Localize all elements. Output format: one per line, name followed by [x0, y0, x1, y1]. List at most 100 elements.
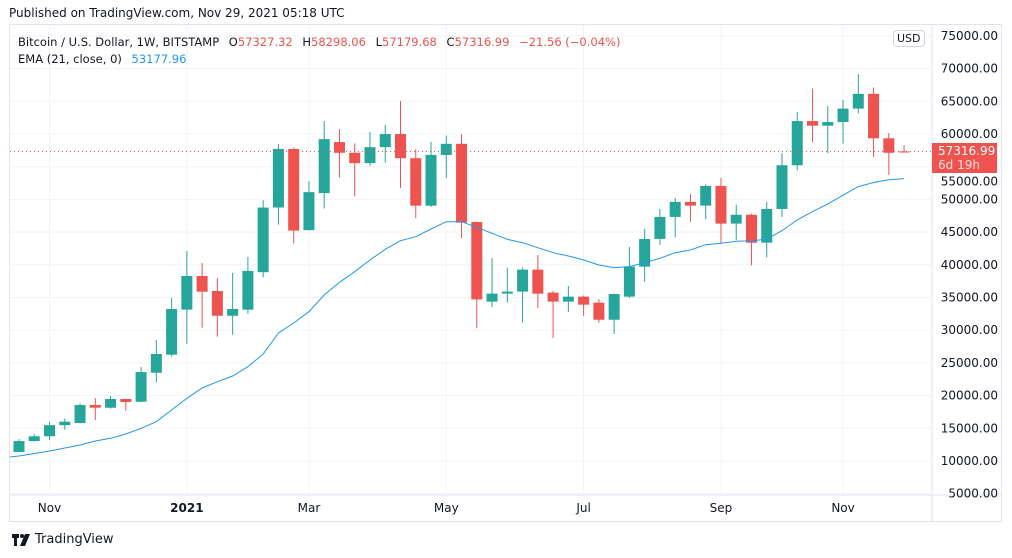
candle-body	[74, 405, 86, 424]
time-tick-label: Nov	[831, 501, 854, 515]
candle-body	[135, 372, 147, 402]
candle-up	[700, 184, 712, 220]
candle-up	[227, 272, 239, 335]
candle-up	[654, 208, 666, 245]
brand-name: TradingView	[35, 532, 114, 547]
candle-up	[852, 74, 864, 114]
candle-body	[257, 207, 269, 273]
last-price-value: 57316.99	[938, 143, 996, 158]
ema-line	[9, 178, 905, 458]
candle-body	[684, 201, 696, 206]
candle-down	[868, 87, 880, 157]
candle-body	[272, 148, 284, 208]
candle-body	[44, 425, 56, 437]
candle-up	[761, 201, 773, 258]
ema-legend[interactable]: EMA (21, close, 0) 53177.96	[18, 52, 186, 66]
price-tick-label: 20000.00	[941, 389, 998, 403]
candle-body	[166, 309, 178, 355]
candle-down	[456, 134, 468, 239]
candle-up	[181, 251, 193, 344]
time-tick-label: May	[434, 501, 459, 515]
symbol-legend: Bitcoin / U.S. Dollar, 1W, BITSTAMP O573…	[18, 35, 620, 49]
candle-up	[623, 247, 635, 299]
candle-body	[89, 405, 101, 408]
candle-up	[44, 421, 56, 441]
candle-body	[288, 148, 300, 231]
candle-body	[730, 214, 742, 224]
open-label: O	[228, 35, 238, 49]
candle-body	[425, 154, 437, 206]
time-tick-label: Jul	[575, 501, 590, 515]
low-value: 57179.68	[382, 35, 437, 49]
price-tick-label: 25000.00	[941, 356, 998, 370]
time-axis: Nov 2021 Mar May Jul Sep Nov	[38, 501, 855, 515]
candle-body	[715, 185, 727, 224]
change-value: −21.56 (−0.04%)	[519, 35, 621, 49]
candle-down	[211, 278, 223, 337]
candle-body	[333, 142, 345, 153]
candle-body	[822, 122, 834, 126]
symbol-title: Bitcoin / U.S. Dollar, 1W, BITSTAMP	[18, 35, 220, 49]
candle-up	[440, 135, 452, 179]
candle-body	[700, 185, 712, 206]
high-value: 58298.06	[311, 35, 366, 49]
currency-badge[interactable]: USD	[893, 30, 925, 47]
close-label: C	[446, 35, 455, 49]
candle-up	[379, 124, 391, 163]
candle-down	[547, 290, 559, 338]
open-value: 57327.32	[237, 35, 293, 49]
candle-body	[395, 134, 406, 159]
candle-up	[822, 106, 834, 154]
time-tick-label: 2021	[170, 501, 203, 515]
candle-up	[837, 100, 849, 144]
price-tick-label: 60000.00	[941, 127, 998, 141]
ema-label: EMA (21, close, 0)	[18, 52, 122, 66]
time-tick-label: Sep	[710, 501, 733, 515]
candle-up	[59, 418, 71, 430]
candle-up	[517, 267, 529, 323]
candle-body	[59, 421, 71, 426]
bar-countdown: 6d 19h	[938, 157, 980, 172]
candle-up	[242, 257, 254, 314]
candle-up	[105, 395, 117, 409]
candle-up	[74, 403, 86, 424]
price-tick-label: 65000.00	[941, 94, 998, 108]
candle-body	[440, 143, 452, 155]
close-value: 57316.99	[454, 35, 510, 49]
candle-body	[364, 147, 376, 164]
candle-up	[13, 439, 25, 452]
candle-up	[639, 229, 651, 282]
candle-body	[410, 158, 422, 206]
candle-body	[120, 399, 132, 403]
candle-body	[608, 294, 620, 320]
ema-value: 53177.96	[131, 52, 187, 66]
candle-down	[898, 145, 910, 153]
candle-down	[593, 299, 605, 323]
candle-up	[562, 285, 574, 312]
candle-up	[776, 153, 788, 217]
candle-up	[135, 367, 147, 403]
candle-body	[654, 216, 666, 239]
tradingview-logo[interactable]: TradingView	[12, 532, 114, 547]
candle-body	[623, 266, 635, 297]
chart-frame	[9, 24, 1002, 522]
candle-down	[349, 143, 361, 197]
price-tick-label: 75000.00	[941, 29, 998, 43]
candle-body	[379, 134, 391, 148]
candle-up	[364, 132, 376, 166]
candle-body	[791, 121, 803, 166]
last-price-label: 57316.99 6d 19h	[932, 142, 997, 173]
candle-down	[745, 213, 757, 266]
candle-down	[196, 263, 208, 328]
candle-body	[105, 399, 117, 408]
candle-body	[150, 354, 162, 373]
candle-body	[745, 214, 757, 243]
candle-down	[395, 100, 406, 189]
candle-down	[333, 129, 345, 178]
candle-body	[776, 165, 788, 209]
price-tick-label: 15000.00	[941, 421, 998, 435]
candle-down	[410, 149, 422, 219]
candle-down	[89, 398, 101, 420]
candle-up	[303, 181, 315, 231]
